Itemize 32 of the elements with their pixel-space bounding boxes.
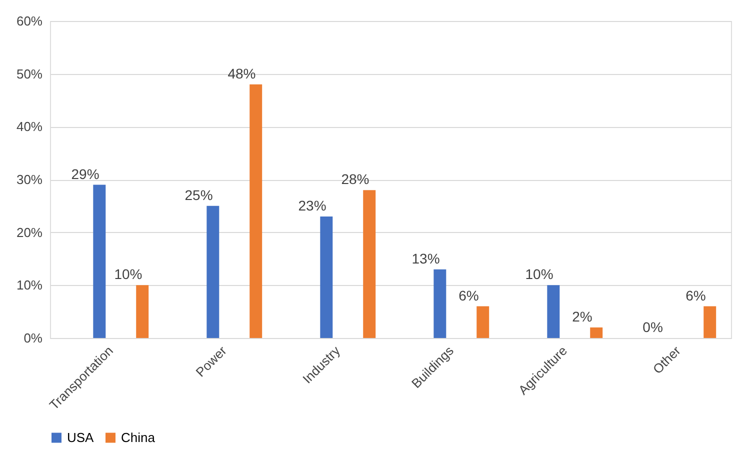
legend-label: China (121, 430, 156, 445)
bar (704, 306, 716, 338)
data-label: 28% (341, 171, 370, 188)
y-tick-label: 30% (16, 172, 43, 187)
y-tick-label: 60% (16, 14, 43, 28)
bar (320, 216, 333, 338)
data-label: 13% (412, 250, 440, 266)
legend-label: USA (67, 430, 94, 445)
bar (434, 269, 446, 338)
bar (476, 306, 490, 338)
y-tick-label: 40% (16, 119, 43, 134)
data-label: 6% (458, 287, 479, 304)
data-label: 25% (184, 186, 213, 203)
bar (93, 184, 106, 338)
data-label: 2% (572, 308, 592, 324)
bar (590, 327, 603, 338)
bar (547, 285, 560, 338)
y-tick-label: 10% (16, 278, 43, 293)
bar (250, 84, 262, 338)
data-label: 48% (228, 65, 256, 82)
data-label: 0% (642, 319, 663, 335)
bar (206, 206, 220, 338)
y-tick-label: 50% (16, 66, 43, 82)
bar (363, 190, 376, 338)
data-label: 10% (525, 266, 554, 282)
y-tick-label: 0% (24, 330, 43, 346)
data-label: 29% (71, 166, 100, 182)
bar (136, 285, 149, 338)
y-tick-label: 20% (16, 224, 43, 240)
data-label: 6% (686, 287, 706, 304)
data-label: 10% (114, 266, 142, 282)
data-label: 23% (298, 197, 326, 214)
